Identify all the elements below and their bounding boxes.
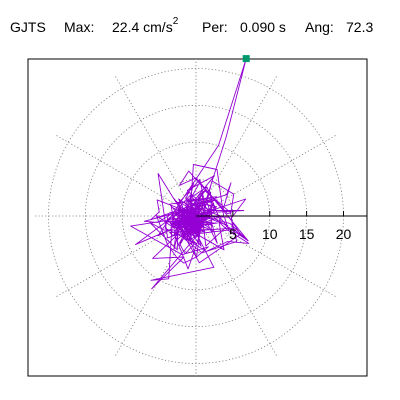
max-value-exponent: 2 xyxy=(172,16,179,28)
motion-path xyxy=(130,59,250,290)
per-value: 0.090 s xyxy=(240,19,286,35)
radial-tick-label-10: 10 xyxy=(262,226,278,242)
max-value: 22.4 cm/s2 xyxy=(112,16,179,35)
ang-value: 72.3 xyxy=(346,19,374,35)
grid-spoke-120 xyxy=(114,75,197,217)
per-label: Per: xyxy=(202,19,228,35)
station-code: GJTS xyxy=(10,19,46,35)
peak-marker-layer xyxy=(242,55,250,63)
max-value-text: 22.4 cm/s xyxy=(112,19,173,35)
particle-motion-trace xyxy=(130,59,250,290)
header-bar: GJTS Max: 22.4 cm/s2 Per: 0.090 s Ang: 7… xyxy=(0,12,400,42)
ang-label: Ang: xyxy=(305,19,334,35)
plot-frame xyxy=(27,58,368,377)
radial-tick-label-5: 5 xyxy=(229,226,237,242)
radial-axis: 5 10 15 20 xyxy=(196,211,367,242)
max-label: Max: xyxy=(64,19,95,35)
radial-tick-label-20: 20 xyxy=(336,226,352,242)
peak-marker xyxy=(242,55,250,63)
radial-tick-label-15: 15 xyxy=(299,226,315,242)
